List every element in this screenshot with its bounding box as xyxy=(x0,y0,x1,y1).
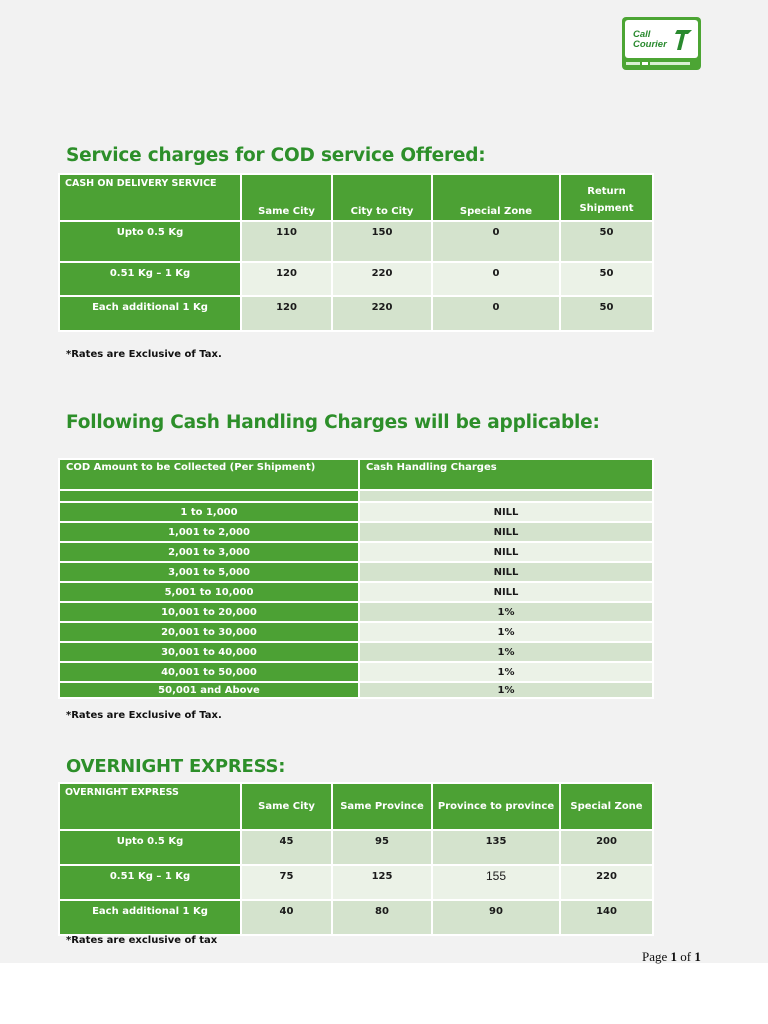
range-cell: 30,001 to 40,000 xyxy=(58,641,360,663)
table-cell: 95 xyxy=(331,829,433,866)
table-row: 40,001 to 50,000 1% xyxy=(58,661,654,683)
document-page: Call Courier Service charges for COD ser… xyxy=(0,0,768,964)
table-cell: 220 xyxy=(559,864,654,901)
table-header-row: OVERNIGHT EXPRESS Same City Same Provinc… xyxy=(58,782,654,831)
table-cell: 50 xyxy=(559,295,654,332)
page-number: Page 1 of 1 xyxy=(642,949,701,964)
table-row: 0.51 Kg – 1 Kg 75 125 155 220 xyxy=(58,864,654,901)
table-cell: 90 xyxy=(431,899,561,936)
corner-header: CASH ON DELIVERY SERVICE xyxy=(58,173,242,222)
range-cell: 1,001 to 2,000 xyxy=(58,521,360,543)
range-cell: 5,001 to 10,000 xyxy=(58,581,360,603)
table-cell: 40 xyxy=(240,899,333,936)
table-cell: 75 xyxy=(240,864,333,901)
table-cell: 150 xyxy=(331,220,433,263)
column-header: Province to province xyxy=(431,782,561,831)
table-row: 0.51 Kg – 1 Kg 120 220 0 50 xyxy=(58,261,654,297)
table-row: Each additional 1 Kg 120 220 0 50 xyxy=(58,295,654,332)
charge-cell: 1% xyxy=(358,621,654,643)
table-row: 1 to 1,000 NILL xyxy=(58,501,654,523)
table-row: 2,001 to 3,000 NILL xyxy=(58,541,654,563)
table-cell: 120 xyxy=(240,261,333,297)
charge-cell: NILL xyxy=(358,521,654,543)
cash-handling-table: COD Amount to be Collected (Per Shipment… xyxy=(58,458,654,699)
table-cell: 50 xyxy=(559,261,654,297)
overnight-rates-table: OVERNIGHT EXPRESS Same City Same Provinc… xyxy=(58,782,654,936)
table-row: Each additional 1 Kg 40 80 90 140 xyxy=(58,899,654,936)
table-header-row: COD Amount to be Collected (Per Shipment… xyxy=(58,458,654,491)
table-cell: 155 xyxy=(431,864,561,901)
table-header-row: CASH ON DELIVERY SERVICE Same City City … xyxy=(58,173,654,222)
table-row: 10,001 to 20,000 1% xyxy=(58,601,654,623)
row-label: Upto 0.5 Kg xyxy=(58,220,242,263)
cash-handling-title: Following Cash Handling Charges will be … xyxy=(66,412,600,433)
charge-cell: 1% xyxy=(358,681,654,699)
range-cell: 3,001 to 5,000 xyxy=(58,561,360,583)
column-header: Return Shipment xyxy=(559,173,654,222)
table-row: 3,001 to 5,000 NILL xyxy=(58,561,654,583)
charge-cell: 1% xyxy=(358,661,654,683)
charge-cell: NILL xyxy=(358,541,654,563)
logo-badge: Call Courier xyxy=(625,20,698,58)
row-label: Each additional 1 Kg xyxy=(58,899,242,936)
charge-cell: 1% xyxy=(358,601,654,623)
call-courier-logo: Call Courier xyxy=(622,17,701,70)
table-row: 50,001 and Above 1% xyxy=(58,681,654,699)
row-label: Upto 0.5 Kg xyxy=(58,829,242,866)
table-cell: 0 xyxy=(431,295,561,332)
table-cell: 80 xyxy=(331,899,433,936)
table-cell: 45 xyxy=(240,829,333,866)
logo-strip xyxy=(626,60,697,66)
table-cell: 140 xyxy=(559,899,654,936)
overnight-tax-note: *Rates are exclusive of tax xyxy=(66,935,218,946)
table-row: 5,001 to 10,000 NILL xyxy=(58,581,654,603)
charge-cell: NILL xyxy=(358,581,654,603)
logo-swoosh-icon xyxy=(675,30,692,50)
charge-cell: NILL xyxy=(358,561,654,583)
range-cell: 1 to 1,000 xyxy=(58,501,360,523)
column-header: Special Zone xyxy=(559,782,654,831)
table-cell: 110 xyxy=(240,220,333,263)
cod-rates-table: CASH ON DELIVERY SERVICE Same City City … xyxy=(58,173,654,332)
cash-tax-note: *Rates are Exclusive of Tax. xyxy=(66,710,222,721)
charge-cell: NILL xyxy=(358,501,654,523)
table-cell: 50 xyxy=(559,220,654,263)
table-cell: 135 xyxy=(431,829,561,866)
table-row: Upto 0.5 Kg 110 150 0 50 xyxy=(58,220,654,263)
range-cell: 10,001 to 20,000 xyxy=(58,601,360,623)
cod-section-title: Service charges for COD service Offered: xyxy=(66,145,486,166)
spacer-row xyxy=(58,489,654,503)
range-cell: 20,001 to 30,000 xyxy=(58,621,360,643)
column-header: City to City xyxy=(331,173,433,222)
table-cell: 120 xyxy=(240,295,333,332)
column-header: Same City xyxy=(240,173,333,222)
row-label: 0.51 Kg – 1 Kg xyxy=(58,864,242,901)
table-cell: 0 xyxy=(431,220,561,263)
charge-cell: 1% xyxy=(358,641,654,663)
table-cell: 220 xyxy=(331,261,433,297)
table-cell: 200 xyxy=(559,829,654,866)
table-cell: 220 xyxy=(331,295,433,332)
column-header: Same City xyxy=(240,782,333,831)
overnight-section-title: OVERNIGHT EXPRESS: xyxy=(66,756,286,777)
table-row: Upto 0.5 Kg 45 95 135 200 xyxy=(58,829,654,866)
cod-tax-note: *Rates are Exclusive of Tax. xyxy=(66,349,222,360)
column-header: Same Province xyxy=(331,782,433,831)
table-row: 30,001 to 40,000 1% xyxy=(58,641,654,663)
column-header: Cash Handling Charges xyxy=(358,458,654,491)
corner-header: OVERNIGHT EXPRESS xyxy=(58,782,242,831)
table-cell: 125 xyxy=(331,864,433,901)
row-label: Each additional 1 Kg xyxy=(58,295,242,332)
column-header: Special Zone xyxy=(431,173,561,222)
logo-wordmark: Call Courier xyxy=(633,29,667,50)
column-header: COD Amount to be Collected (Per Shipment… xyxy=(58,458,360,491)
table-cell: 0 xyxy=(431,261,561,297)
range-cell: 2,001 to 3,000 xyxy=(58,541,360,563)
range-cell: 40,001 to 50,000 xyxy=(58,661,360,683)
row-label: 0.51 Kg – 1 Kg xyxy=(58,261,242,297)
range-cell: 50,001 and Above xyxy=(58,681,360,699)
table-row: 20,001 to 30,000 1% xyxy=(58,621,654,643)
table-row: 1,001 to 2,000 NILL xyxy=(58,521,654,543)
